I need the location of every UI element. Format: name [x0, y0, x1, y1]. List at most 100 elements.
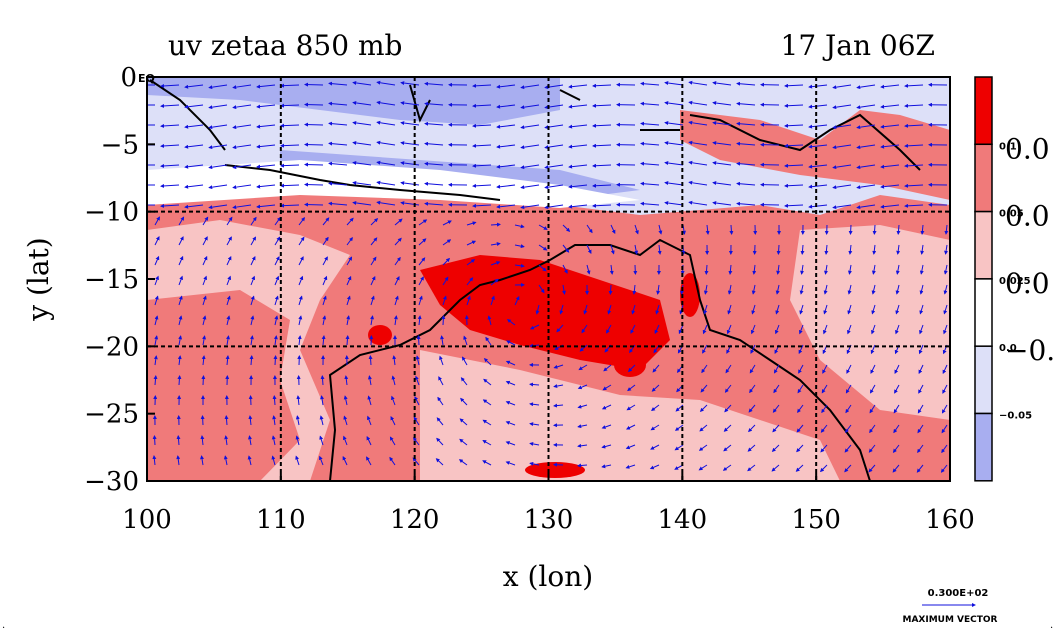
wind-vector	[688, 100, 708, 106]
wind-vector	[256, 104, 276, 109]
wind-vector	[472, 83, 492, 88]
wind-vector	[748, 404, 756, 413]
wind-vector	[577, 443, 588, 448]
wind-vector	[154, 236, 160, 246]
wind-vector	[553, 364, 564, 369]
wind-vector	[226, 236, 232, 246]
wind-vector	[847, 264, 852, 275]
wind-vector	[586, 264, 591, 275]
wind-vector	[152, 455, 157, 466]
wind-vector	[846, 364, 852, 374]
grid-lines	[147, 77, 950, 481]
wind-vector	[520, 124, 540, 130]
wind-vector	[808, 144, 828, 149]
wind-vector	[655, 304, 660, 315]
wind-vector	[483, 378, 492, 386]
wind-vector	[634, 244, 639, 255]
wind-vector	[394, 237, 402, 246]
wind-vector	[520, 204, 540, 210]
wind-vector	[602, 384, 612, 391]
wind-vector	[224, 415, 229, 426]
wind-vector	[919, 264, 924, 275]
wind-vector	[640, 121, 660, 126]
wind-vector	[506, 319, 516, 326]
y-axis: 0 EQ −5 −10 −15 −20 −25 −30	[84, 63, 155, 497]
wind-vector	[442, 276, 449, 286]
wind-vector	[664, 81, 684, 86]
wind-vector	[232, 144, 252, 150]
wind-vector	[944, 244, 949, 255]
colorbar-level-label: −0.05	[999, 411, 1032, 422]
wind-vector	[702, 324, 708, 335]
wind-vector	[342, 455, 348, 466]
wind-vector	[178, 216, 185, 226]
wind-vector	[346, 256, 353, 266]
wind-vector	[894, 364, 900, 374]
wind-vector	[322, 275, 328, 286]
wind-vector	[752, 264, 757, 275]
wind-vector	[654, 324, 660, 335]
wind-vector	[848, 224, 853, 235]
wind-vector	[160, 183, 180, 188]
x-tick-label: 120	[390, 505, 440, 535]
wind-vector	[232, 124, 252, 130]
wind-vector	[784, 183, 804, 188]
wind-vector	[747, 464, 756, 472]
wind-vector	[390, 416, 396, 426]
wind-vector	[784, 143, 804, 148]
wind-vector	[773, 364, 780, 374]
wind-vector	[751, 304, 756, 315]
wind-vector	[559, 304, 564, 315]
wind-vector	[568, 104, 588, 109]
wind-vector	[626, 424, 636, 430]
wind-vector	[544, 184, 564, 190]
y-tick-label: −20	[84, 332, 139, 362]
wind-vector	[376, 140, 396, 146]
wind-vector	[703, 284, 708, 295]
wind-vector	[343, 415, 348, 426]
wind-vector	[601, 464, 612, 469]
wind-vector	[784, 163, 804, 168]
red-blob-4	[614, 353, 646, 377]
wind-vector	[505, 380, 516, 386]
wind-vector	[750, 344, 756, 354]
wind-vector	[904, 83, 924, 88]
wind-vector	[553, 403, 564, 408]
wind-vector	[200, 415, 205, 426]
wind-vector	[728, 264, 733, 275]
colorbar-swatch	[974, 76, 993, 146]
wind-vector	[943, 284, 948, 295]
wind-vector	[748, 424, 756, 433]
wind-vector	[896, 244, 901, 255]
wind-vector	[346, 295, 351, 306]
wind-vector	[249, 355, 254, 366]
wind-vector	[505, 360, 516, 366]
wind-vector	[424, 81, 444, 86]
wind-vector	[538, 224, 548, 230]
wind-vector	[154, 315, 159, 326]
wind-vector	[871, 304, 876, 315]
wind-vector	[298, 236, 305, 246]
wind-vector	[736, 101, 756, 106]
wind-vector	[727, 304, 732, 315]
wind-vector	[568, 84, 588, 89]
wind-vector	[320, 395, 325, 406]
wind-vector	[896, 224, 901, 235]
wind-vector	[328, 161, 348, 166]
wind-vector	[184, 124, 204, 129]
wind-vector	[376, 180, 396, 186]
wind-vector	[631, 304, 636, 315]
wind-vector	[250, 216, 257, 226]
wind-vector	[297, 335, 302, 346]
wind-vector	[250, 255, 256, 266]
wind-vector	[370, 295, 375, 306]
wind-vector	[556, 324, 564, 333]
wind-vector	[917, 404, 924, 414]
wind-vector	[820, 444, 828, 453]
x-tick-label: 160	[925, 505, 975, 535]
wind-vector	[832, 204, 852, 210]
wind-vector	[482, 440, 492, 446]
wind-vector	[698, 444, 708, 451]
wind-vector	[400, 161, 420, 166]
wind-vector	[520, 164, 540, 170]
